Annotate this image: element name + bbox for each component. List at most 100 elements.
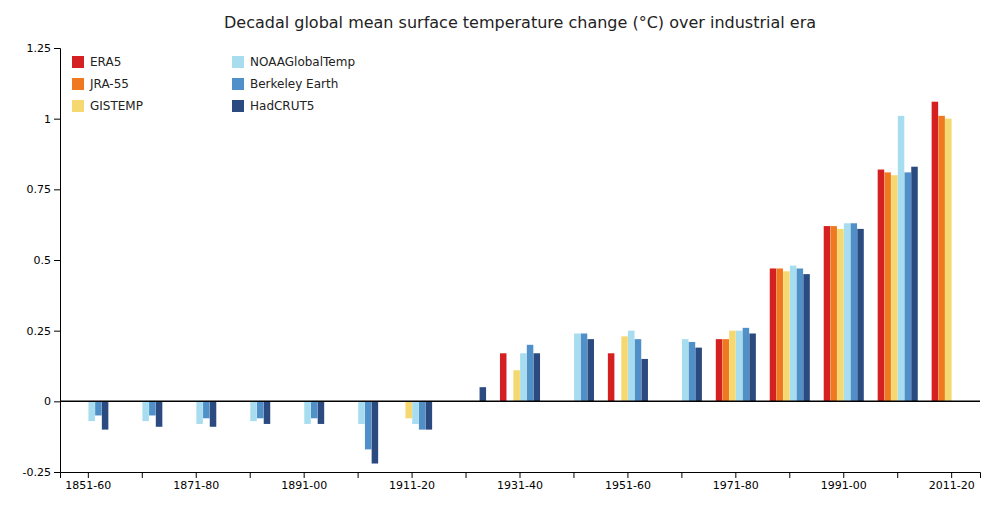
bar: [311, 401, 318, 418]
y-tick-mark: [54, 472, 60, 473]
bar: [203, 401, 210, 418]
bar: [945, 119, 952, 402]
bar: [250, 401, 257, 421]
legend-swatch: [72, 100, 84, 112]
x-tick-mark: [735, 472, 736, 478]
y-tick-mark: [54, 331, 60, 332]
y-tick: 1: [44, 113, 60, 126]
bar: [88, 401, 95, 421]
bar-series: [500, 102, 938, 402]
bar: [513, 370, 520, 401]
bar: [142, 401, 149, 421]
bar: [480, 387, 487, 401]
x-tick-mark: [466, 472, 467, 478]
x-tick-mark: [789, 472, 790, 478]
legend-label: GISTEMP: [90, 99, 143, 113]
bar: [723, 339, 730, 401]
bar: [736, 331, 743, 402]
bar: [790, 266, 797, 402]
y-tick: -0.25: [23, 466, 60, 479]
x-tick: [681, 472, 682, 478]
bar: [743, 328, 750, 401]
legend-label: Berkeley Earth: [250, 77, 338, 91]
bar: [851, 223, 858, 401]
legend-swatch: [232, 78, 244, 90]
bar: [426, 401, 433, 429]
bar: [878, 170, 885, 402]
y-tick: 0.25: [27, 325, 61, 338]
bar: [641, 359, 648, 401]
bar: [884, 172, 891, 401]
x-tick-mark: [573, 472, 574, 478]
x-tick-mark: [412, 472, 413, 478]
bar: [95, 401, 102, 415]
x-tick-mark: [681, 472, 682, 478]
bar: [304, 401, 311, 424]
bar: [156, 401, 163, 426]
x-tick: 1851-60: [65, 472, 111, 492]
y-tick-label: 0.75: [27, 183, 52, 196]
bar: [783, 271, 790, 401]
x-tick-label: 2011-20: [929, 479, 975, 492]
bar: [365, 401, 372, 449]
x-tick: 1911-20: [389, 472, 435, 492]
x-axis: 1851-60 1871-80 1891-00 1911-20 1931-40 1951-…: [61, 472, 981, 492]
bar: [102, 401, 109, 429]
bar: [797, 268, 804, 401]
x-tick: [466, 472, 467, 478]
legend-swatch: [72, 56, 84, 68]
legend-item: ERA5: [72, 55, 121, 69]
legend-swatch: [72, 78, 84, 90]
x-tick-mark: [304, 472, 305, 478]
legend-item: JRA-55: [72, 77, 129, 91]
x-tick-label: 1971-80: [713, 479, 759, 492]
bar: [911, 167, 918, 402]
bar: [891, 175, 898, 401]
x-tick: 1871-80: [173, 472, 219, 492]
bar: [358, 401, 365, 424]
x-tick: [358, 472, 359, 478]
bar: [587, 339, 594, 401]
x-tick: 1991-00: [821, 472, 867, 492]
y-tick: 0.5: [34, 254, 61, 267]
bar: [621, 336, 628, 401]
bar: [628, 331, 635, 402]
bar: [898, 116, 905, 401]
bar: [534, 353, 541, 401]
bar-series: [723, 116, 945, 401]
bar: [689, 342, 696, 401]
y-tick-mark: [54, 401, 60, 402]
x-tick-mark: [843, 472, 844, 478]
x-tick-label: 1911-20: [389, 479, 435, 492]
bar: [844, 223, 851, 401]
y-tick-label: 0: [44, 395, 51, 408]
x-tick: 2011-20: [929, 472, 975, 492]
legend-swatch: [232, 100, 244, 112]
x-tick-label: 1991-00: [821, 479, 867, 492]
y-axis: -0.25 0 0.25 0.5 0.75 1 1.25: [23, 42, 61, 479]
x-tick: 1951-60: [605, 472, 651, 492]
legend-item: HadCRUT5: [232, 99, 314, 113]
bar: [830, 226, 837, 401]
x-tick: 1891-00: [281, 472, 327, 492]
y-tick-label: 1.25: [27, 42, 52, 55]
bar: [527, 345, 534, 402]
bar: [257, 401, 264, 418]
legend: ERA5JRA-55GISTEMPNOAAGlobalTempBerkeley …: [72, 55, 355, 113]
bar: [149, 401, 156, 415]
bar-series: [88, 116, 904, 424]
legend-swatch: [232, 56, 244, 68]
bar: [932, 102, 939, 402]
x-tick-mark: [196, 472, 197, 478]
y-tick: 1.25: [27, 42, 61, 55]
bar: [581, 333, 588, 401]
x-tick: 1971-80: [713, 472, 759, 492]
y-tick-mark: [54, 119, 60, 120]
x-tick-label: 1931-40: [497, 479, 543, 492]
x-tick: [142, 472, 143, 478]
y-tick-label: -0.25: [23, 466, 51, 479]
legend-item: Berkeley Earth: [232, 77, 338, 91]
y-tick-label: 0.25: [27, 325, 52, 338]
x-tick-mark: [627, 472, 628, 478]
y-tick: 0.75: [27, 183, 61, 196]
